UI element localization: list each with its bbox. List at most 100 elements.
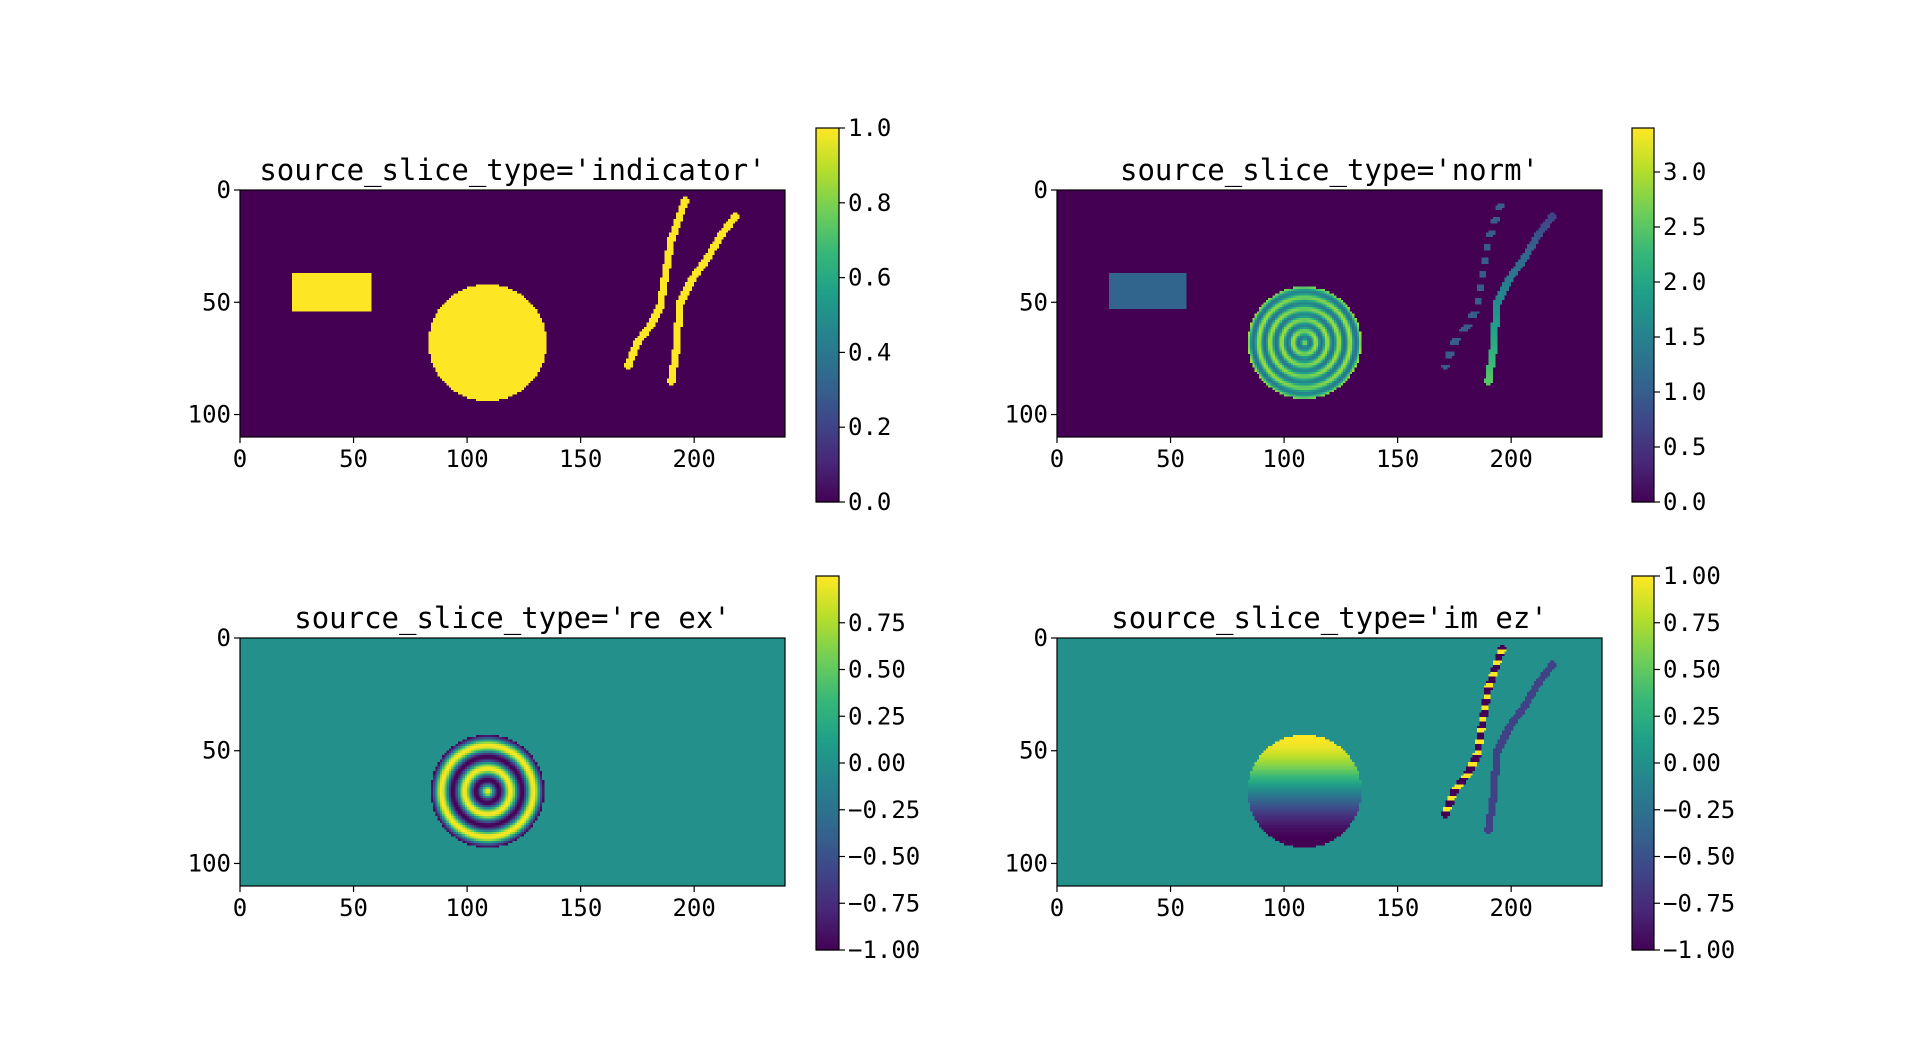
colorbar-segment	[1632, 309, 1654, 313]
colorbar-segment	[816, 622, 839, 627]
colorbar-segment	[816, 625, 839, 630]
colorbar-segment	[816, 352, 839, 357]
colorbar-segment	[1632, 294, 1654, 299]
colorbar-segment	[816, 341, 839, 345]
colorbar-segment	[816, 230, 839, 234]
colorbar-segment	[816, 947, 839, 951]
colorbar-segment	[1632, 405, 1654, 410]
colorbar-segment	[1632, 754, 1654, 758]
colorbar-segment	[1632, 428, 1654, 433]
colorbar-segment	[816, 253, 839, 258]
colorbar-segment	[816, 405, 839, 410]
colorbar-tick-label: −0.50	[1663, 843, 1735, 871]
colorbar-segment	[1632, 929, 1654, 934]
colorbar-segment	[816, 472, 839, 477]
colorbar-segment	[816, 382, 839, 386]
x-tick-label: 100	[1262, 894, 1305, 922]
colorbar-segment	[816, 637, 839, 641]
colorbar-segment	[1632, 244, 1654, 249]
colorbar-segment	[1632, 352, 1654, 357]
colorbar-segment	[816, 631, 839, 636]
colorbar-segment	[1632, 944, 1654, 948]
colorbar-segment	[816, 660, 839, 665]
colorbar-segment	[816, 692, 839, 697]
colorbar-segment	[816, 663, 839, 668]
colorbar-segment	[816, 689, 839, 694]
colorbar-segment	[1632, 812, 1654, 817]
colorbar-tick-label: −0.75	[848, 889, 920, 917]
colorbar-tick-label: 0.50	[1663, 656, 1721, 684]
colorbar-segment	[1632, 323, 1654, 328]
colorbar-segment	[1632, 157, 1654, 161]
colorbar-segment	[816, 885, 839, 890]
colorbar-segment	[1632, 186, 1654, 190]
colorbar-segment	[1632, 853, 1654, 858]
colorbar-segment	[1632, 393, 1654, 398]
colorbar-segment	[1632, 827, 1654, 831]
colorbar-segment	[1632, 757, 1654, 761]
colorbar-segment	[1632, 792, 1654, 796]
colorbar-segment	[816, 657, 839, 662]
heatmap-image	[240, 638, 785, 886]
colorbar-segment	[816, 812, 839, 817]
colorbar-segment	[1632, 722, 1654, 726]
colorbar-segment	[1632, 692, 1654, 697]
colorbar-segment	[1632, 803, 1654, 808]
colorbar-segment	[816, 420, 839, 424]
colorbar-segment	[816, 806, 839, 811]
subplot-im_ez: source_slice_type='im ez' 0 50 100 150 200 0 50…	[1005, 562, 1736, 964]
colorbar-segment	[816, 367, 839, 372]
colorbar-segment	[1632, 139, 1654, 144]
colorbar-segment	[816, 757, 839, 761]
colorbar-segment	[1632, 637, 1654, 641]
colorbar-segment	[816, 177, 839, 182]
colorbar-segment	[816, 651, 839, 656]
colorbar-segment	[1632, 209, 1654, 214]
colorbar-segment	[816, 446, 839, 451]
x-tick-label: 50	[1156, 445, 1185, 473]
colorbar-segment	[1632, 938, 1654, 942]
colorbar-segment	[1632, 388, 1654, 392]
colorbar-segment	[1632, 725, 1654, 729]
colorbar-segment	[816, 379, 839, 383]
colorbar-segment	[1632, 608, 1654, 612]
colorbar-segment	[1632, 361, 1654, 366]
colorbar-segment	[816, 431, 839, 436]
colorbar-segment	[816, 165, 839, 170]
colorbar-segment	[1632, 277, 1654, 281]
colorbar-segment	[1632, 704, 1654, 709]
colorbar-segment	[1632, 142, 1654, 147]
colorbar-segment	[816, 827, 839, 831]
colorbar-segment	[1632, 163, 1654, 167]
colorbar-segment	[1632, 203, 1654, 208]
colorbar-segment	[816, 309, 839, 313]
colorbar-segment	[1632, 751, 1654, 755]
colorbar-segment	[1632, 469, 1654, 474]
colorbar-segment	[1632, 390, 1654, 395]
colorbar-segment	[816, 268, 839, 272]
colorbar-segment	[1632, 669, 1654, 674]
colorbar-segment	[816, 786, 839, 790]
colorbar-segment	[1632, 710, 1654, 714]
colorbar-segment	[1632, 128, 1654, 132]
colorbar-segment	[1632, 236, 1654, 240]
y-tick-label: 0	[1034, 624, 1048, 652]
colorbar-segment	[816, 241, 839, 246]
colorbar-segment	[816, 730, 839, 735]
colorbar-segment	[1632, 841, 1654, 846]
colorbar-segment	[816, 244, 839, 249]
colorbar-segment	[1632, 830, 1654, 834]
colorbar-segment	[816, 897, 839, 901]
colorbar-segment	[816, 666, 839, 671]
colorbar-segment	[816, 285, 839, 290]
colorbar-segment	[1632, 192, 1654, 196]
x-tick-label: 100	[1262, 445, 1305, 473]
colorbar-segment	[1632, 364, 1654, 369]
colorbar-segment	[1632, 596, 1654, 600]
colorbar-segment	[816, 388, 839, 392]
colorbar-segment	[816, 291, 839, 296]
colorbar-segment	[1632, 306, 1654, 310]
colorbar-segment	[816, 616, 839, 621]
colorbar-segment	[1632, 856, 1654, 861]
colorbar-segment	[1632, 733, 1654, 738]
